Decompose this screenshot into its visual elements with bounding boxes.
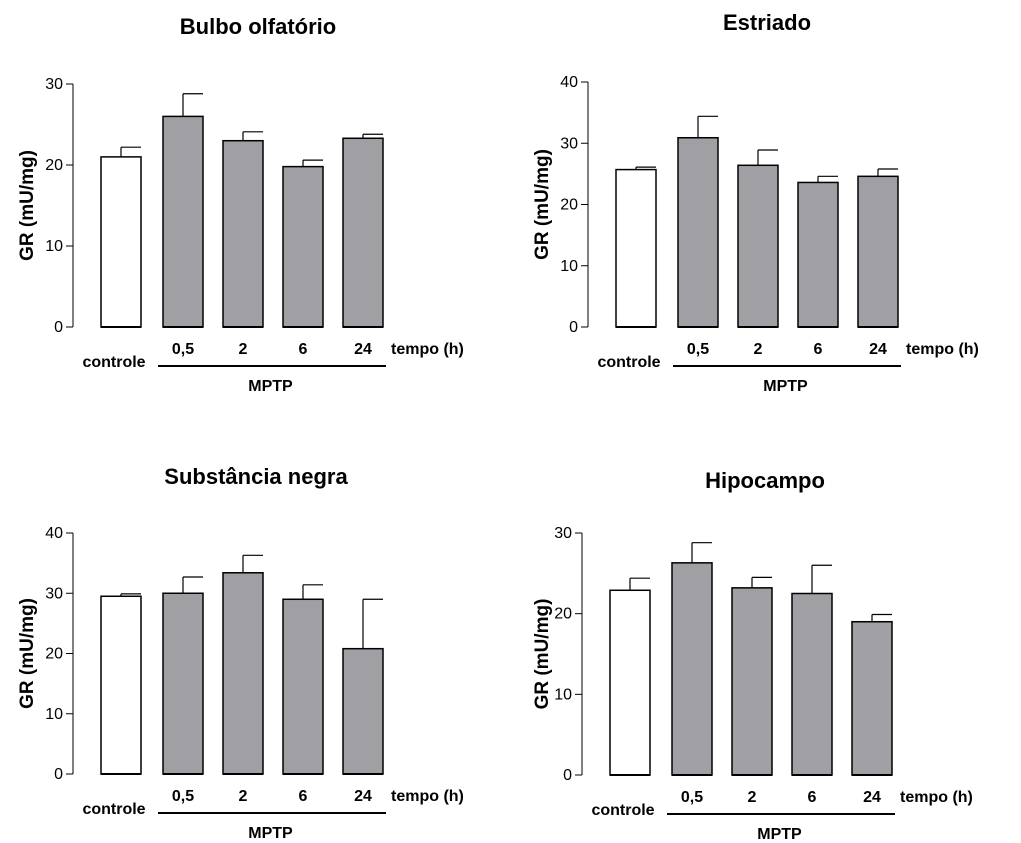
y-tick-label: 10 (560, 258, 578, 275)
treated-bar (162, 592, 204, 775)
group-label: MPTP (757, 826, 802, 843)
treated-bar (282, 598, 324, 775)
control-label: controle (82, 354, 145, 371)
y-tick-label: 30 (45, 585, 63, 602)
x-category-label: 2 (239, 788, 248, 805)
control-bar (615, 168, 657, 328)
x-category-label: 2 (239, 341, 248, 358)
y-tick-label: 30 (554, 525, 572, 542)
x-category-label: 6 (814, 341, 823, 358)
treated-bar (677, 136, 719, 328)
chart-title: Bulbo olfatório (180, 14, 336, 39)
x-category-label: 6 (299, 788, 308, 805)
x-category-label: 0,5 (172, 788, 194, 805)
treated-bar (671, 562, 713, 776)
x-category-label: 0,5 (681, 789, 703, 806)
y-tick-label: 20 (560, 197, 578, 214)
group-label: MPTP (763, 378, 808, 395)
treated-bar (797, 181, 839, 328)
y-tick-label: 40 (45, 525, 63, 542)
y-tick-label: 10 (554, 686, 572, 703)
chart-panel: Estriado GR (mU/mg) 0 10 20 30 40 0,5 2 6 24 contro… (532, 10, 979, 395)
y-tick-label: 10 (45, 706, 63, 723)
control-label: controle (82, 801, 145, 818)
control-label: controle (591, 802, 654, 819)
y-axis-label: GR (mU/mg) (17, 150, 38, 261)
treated-bar (737, 164, 779, 328)
x-axis-label: tempo (h) (906, 341, 979, 358)
y-tick-label: 0 (54, 766, 63, 783)
control-bar (100, 156, 142, 328)
control-label: controle (597, 354, 660, 371)
x-category-label: 2 (748, 789, 757, 806)
y-axis-label: GR (mU/mg) (17, 598, 38, 709)
x-category-label: 6 (299, 341, 308, 358)
y-tick-label: 20 (554, 606, 572, 623)
chart-title: Substância negra (164, 464, 348, 489)
y-tick-label: 0 (54, 319, 63, 336)
x-category-label: 0,5 (172, 341, 194, 358)
treated-bar (282, 165, 324, 328)
y-tick-label: 10 (45, 238, 63, 255)
x-axis-label: tempo (h) (391, 341, 464, 358)
chart-title: Estriado (723, 10, 811, 35)
x-category-label: 24 (354, 788, 372, 805)
group-label: MPTP (248, 825, 293, 842)
x-category-label: 24 (869, 341, 887, 358)
x-axis-label: tempo (h) (391, 788, 464, 805)
x-category-label: 2 (754, 341, 763, 358)
treated-bar (342, 137, 384, 328)
y-tick-label: 20 (45, 157, 63, 174)
treated-bar (342, 647, 384, 775)
treated-bar (222, 572, 264, 775)
treated-bar (857, 175, 899, 328)
x-category-label: 24 (863, 789, 881, 806)
y-axis-label: GR (mU/mg) (532, 599, 553, 710)
treated-bar (222, 139, 264, 328)
x-category-label: 0,5 (687, 341, 709, 358)
chart-panel: Hipocampo GR (mU/mg) 0 10 20 30 0,5 2 6 24 control… (532, 468, 973, 843)
control-bar (100, 595, 142, 775)
control-bar (609, 589, 651, 776)
y-tick-label: 30 (45, 76, 63, 93)
y-axis-label: GR (mU/mg) (532, 149, 553, 260)
x-category-label: 24 (354, 341, 372, 358)
treated-bar (791, 592, 833, 776)
treated-bar (731, 587, 773, 776)
y-tick-label: 40 (560, 74, 578, 91)
x-axis-label: tempo (h) (900, 789, 973, 806)
y-tick-label: 30 (560, 135, 578, 152)
x-category-label: 6 (808, 789, 817, 806)
y-tick-label: 0 (569, 319, 578, 336)
chart-title: Hipocampo (705, 468, 825, 493)
chart-panel: Bulbo olfatório GR (mU/mg) 0 10 20 30 0,5 2 6 24 c… (17, 14, 464, 395)
group-label: MPTP (248, 378, 293, 395)
chart-panel: Substância negra GR (mU/mg) 0 10 20 30 40 0,5 2 6… (17, 464, 464, 842)
y-tick-label: 0 (563, 767, 572, 784)
treated-bar (851, 620, 893, 776)
treated-bar (162, 115, 204, 328)
y-tick-label: 20 (45, 646, 63, 663)
